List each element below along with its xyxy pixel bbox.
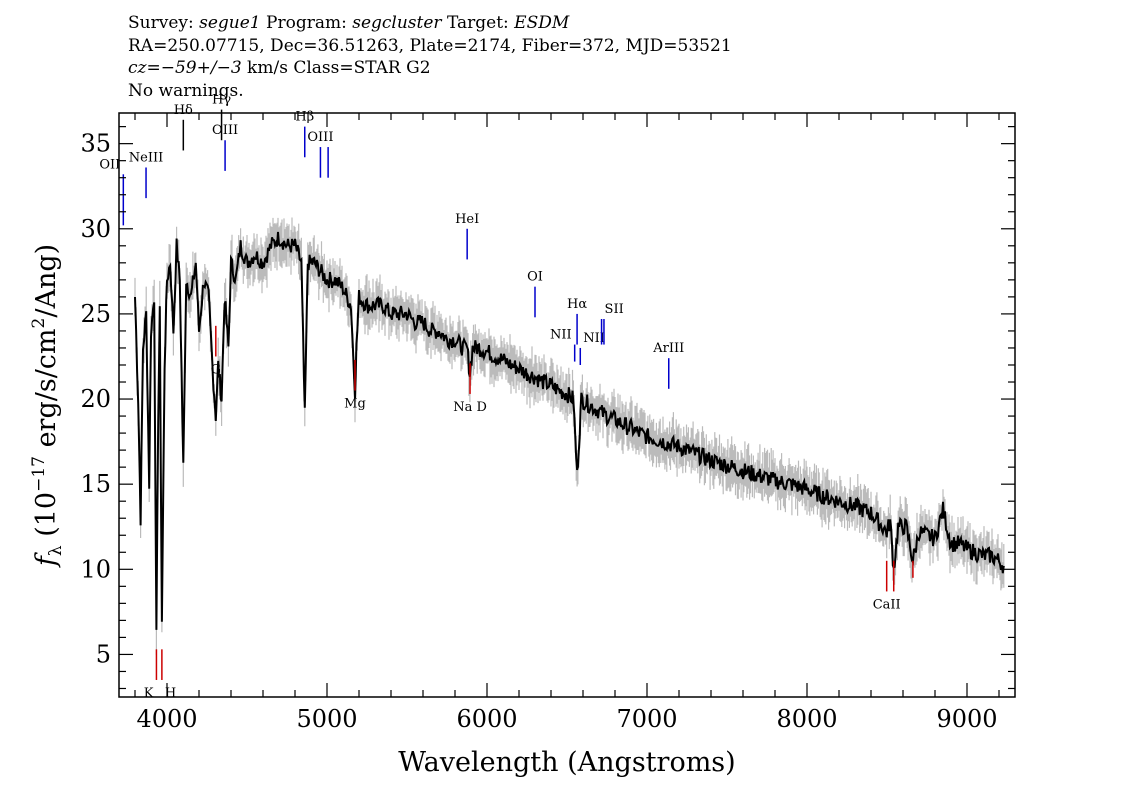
absorption-line-label-4: Na D [453,400,487,415]
y-axis-title-f: f [31,552,62,568]
x-axis-title: Wavelength (Angstroms) [398,747,735,778]
emission-line-label-13: SII [605,302,624,317]
absorption-line-label-0: K [144,686,154,701]
y-axis-title-sq: 2 [29,318,49,329]
emission-line-label-4: OIII [212,123,238,138]
absorption-line-label-5: CaII [873,597,901,612]
y-axis-title-unit-c: /Ang) [31,244,62,318]
x-tick-label: 5000 [296,705,357,733]
spectral-line-markers: OII NeIIIHδHγOIIIHβOIIIHeIOINIIHαNIISIIAr… [99,93,914,701]
spectrum-header: Survey: segue1 Program: segcluster Targe… [128,12,732,102]
class-text: km/s Class=STAR G2 [241,58,431,78]
emission-line-label-15: ArIII [652,341,684,356]
emission-line-label-11: Hα [567,297,587,312]
x-tick-label: 9000 [936,705,997,733]
emission-line-label-0: OII [99,157,120,172]
survey-value: segue1 [199,13,261,33]
emission-line-label-3: Hγ [212,93,231,108]
cz-label: cz [128,58,147,78]
absorption-line-label-2: G [211,362,221,377]
y-axis-title: fλ (10−17 erg/s/cm2/Ang) [29,244,66,568]
target-value: ESDM [514,13,570,33]
x-tick-label: 6000 [456,705,517,733]
y-axis-title-unit-b: erg/s/cm [31,328,62,456]
y-axis-title-exp: −17 [29,456,49,492]
flux-series-group [134,231,1005,630]
plot-frame [118,112,1016,698]
cz-value: =−59+/−3 [146,58,242,78]
y-tick-label: 15 [80,470,111,498]
emission-line-label-5: Hβ [295,110,314,125]
y-axis-title-unit-a: (10 [31,492,62,545]
axis-ticks [119,113,1015,697]
y-tick-label: 10 [80,555,111,583]
x-tick-label: 8000 [776,705,837,733]
y-tick-label: 35 [80,130,111,158]
y-tick-label: 5 [96,640,111,668]
y-tick-label: 30 [80,215,111,243]
emission-line-label-1: NeIII [129,150,163,165]
absorption-line-label-1: H [165,686,176,701]
header-line-coordinates: RA=250.07715, Dec=36.51263, Plate=2174, … [128,35,732,56]
flux-line [134,231,1005,630]
emission-line-label-12: NII [583,331,605,346]
program-label: Program: [260,13,353,33]
program-value: segcluster [352,13,442,33]
header-line-redshift: cz=−59+/−3 km/s Class=STAR G2 [128,57,732,80]
emission-line-label-9: OI [527,270,543,285]
y-tick-label: 25 [80,300,111,328]
emission-line-label-6: OIII [307,130,333,145]
x-tick-label: 4000 [136,705,197,733]
header-line-warnings: No warnings. [128,80,244,101]
emission-line-label-8: HeI [455,212,479,227]
survey-label: Survey: [128,13,200,33]
target-label: Target: [441,13,515,33]
y-axis-title-lambda: λ [46,545,66,556]
axis-tick-labels: 4000 5000 6000 7000 8000 9000 5 10 15 20 25 30 35 [80,130,997,733]
y-tick-label: 20 [80,385,111,413]
x-tick-label: 7000 [616,705,677,733]
absorption-line-label-3: Mg [344,397,366,412]
emission-line-label-2: Hδ [174,103,193,118]
emission-line-label-10: NII [550,328,572,343]
header-line-survey: Survey: segue1 Program: segcluster Targe… [128,12,732,35]
